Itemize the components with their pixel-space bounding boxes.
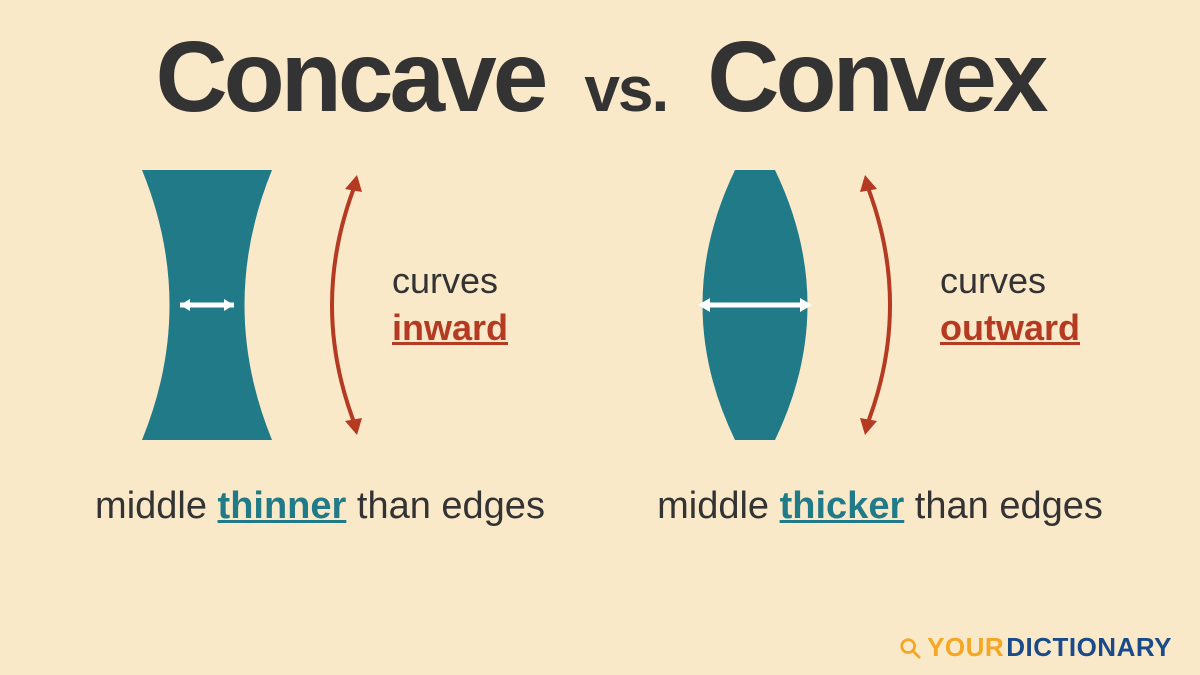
concave-shape	[132, 165, 282, 445]
panels: curves inward middle thinner than edges	[0, 155, 1200, 528]
concave-caption-pre: middle	[95, 485, 218, 527]
concave-caption: middle thinner than edges	[95, 485, 545, 528]
concave-caption-key: thinner	[218, 485, 347, 527]
concave-curve-line1: curves	[392, 258, 508, 305]
title-concave: Concave	[155, 20, 544, 135]
concave-curve-label: curves inward	[392, 258, 508, 352]
concave-shape-box	[132, 165, 282, 445]
convex-curve-arrow	[850, 165, 920, 445]
convex-curve-label: curves outward	[940, 258, 1080, 352]
header: Concave vs. Convex	[0, 0, 1200, 135]
panel-concave: curves inward middle thinner than edges	[60, 155, 580, 528]
convex-curve-line1: curves	[940, 258, 1080, 305]
convex-shape-box	[680, 165, 830, 445]
convex-shape	[680, 165, 830, 445]
convex-diagram: curves outward	[680, 155, 1080, 455]
convex-caption: middle thicker than edges	[657, 485, 1103, 528]
concave-caption-post: than edges	[346, 485, 545, 527]
logo-part1: YOUR	[927, 632, 1004, 663]
title-vs: vs.	[584, 52, 667, 126]
panel-convex: curves outward middle thicker than edges	[620, 155, 1140, 528]
concave-curve-word: inward	[392, 305, 508, 352]
concave-diagram: curves inward	[132, 155, 508, 455]
convex-caption-key: thicker	[780, 485, 905, 527]
title-convex: Convex	[707, 20, 1044, 135]
logo-part2: DICTIONARY	[1006, 632, 1172, 663]
convex-curve-word: outward	[940, 305, 1080, 352]
convex-caption-pre: middle	[657, 485, 780, 527]
logo: YOURDICTIONARY	[899, 632, 1172, 663]
convex-caption-post: than edges	[904, 485, 1103, 527]
concave-curve-arrow	[302, 165, 372, 445]
magnifier-icon	[899, 637, 921, 659]
